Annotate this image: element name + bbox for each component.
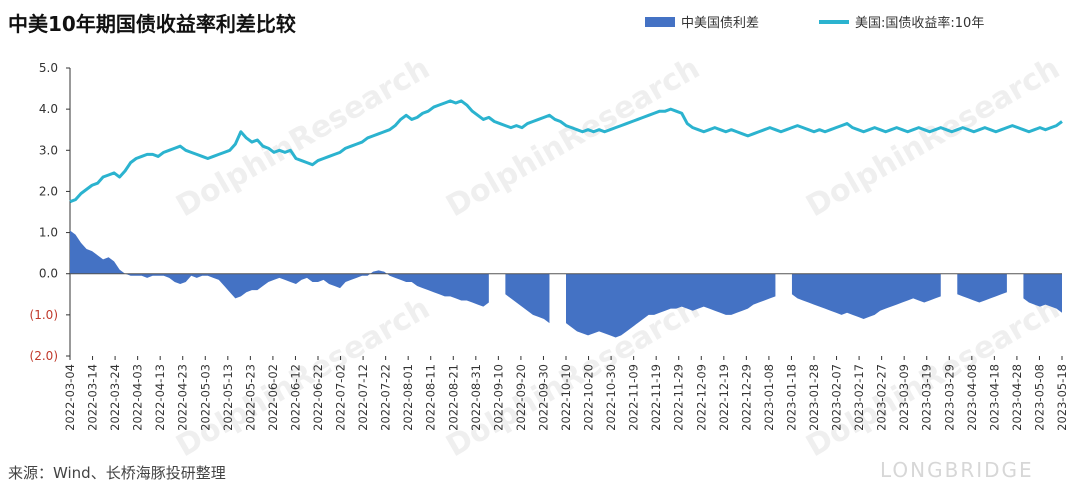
x-tick-label: 2023-03-19 xyxy=(920,364,934,431)
y-tick-label: 1.0 xyxy=(39,226,58,240)
x-tick-label: 2022-10-20 xyxy=(582,364,596,431)
y-tick-label: (1.0) xyxy=(30,308,58,322)
x-tick-label: 2023-01-08 xyxy=(762,364,776,431)
x-tick-label: 2022-07-22 xyxy=(379,364,393,431)
x-tick-label: 2023-04-28 xyxy=(1010,364,1024,431)
x-tick-label: 2022-05-23 xyxy=(243,364,257,431)
x-tick-label: 2022-06-02 xyxy=(266,364,280,431)
x-tick-label: 2022-09-20 xyxy=(514,364,528,431)
x-tick-label: 2022-08-21 xyxy=(446,364,460,431)
legend-label-spread: 中美国债利差 xyxy=(681,16,760,31)
legend-label-yield: 美国:国债收益率:10年 xyxy=(855,16,985,31)
x-tick-label: 2022-04-13 xyxy=(153,364,167,431)
spread-area xyxy=(957,273,1007,303)
x-tick-label: 2022-10-10 xyxy=(559,364,573,431)
x-tick-label: 2022-08-31 xyxy=(469,364,483,431)
x-tick-label: 2022-11-29 xyxy=(672,364,686,431)
x-tick-label: 2022-07-02 xyxy=(334,364,348,431)
x-tick-label: 2023-01-28 xyxy=(807,364,821,431)
x-tick-label: 2022-09-30 xyxy=(536,364,550,431)
x-tick-label: 2023-03-09 xyxy=(897,364,911,431)
x-tick-label: 2022-07-12 xyxy=(356,364,370,431)
source-note: 来源：Wind、长桥海豚投研整理 xyxy=(8,464,226,482)
x-tick-label: 2023-04-08 xyxy=(965,364,979,431)
yield-line xyxy=(69,99,1063,204)
x-tick-label: 2022-10-30 xyxy=(604,364,618,431)
x-tick-label: 2022-05-13 xyxy=(221,364,235,431)
x-tick-label: 2022-03-14 xyxy=(86,364,100,431)
chart-title: 中美10年期国债收益率利差比较 xyxy=(8,12,296,36)
spread-area xyxy=(505,273,550,324)
legend-swatch-spread xyxy=(645,16,675,27)
x-tick-label: 2022-04-03 xyxy=(131,364,145,431)
legend-item-spread: 中美国债利差 xyxy=(645,12,759,31)
brand-logo-text: LONGBRIDGE xyxy=(880,458,1034,482)
x-tick-label: 2022-11-09 xyxy=(627,364,641,431)
x-tick-label: 2023-02-07 xyxy=(830,364,844,431)
x-tick-label: 2023-02-17 xyxy=(852,364,866,431)
x-tick-label: 2022-12-19 xyxy=(717,364,731,431)
spread-area xyxy=(70,230,489,307)
spread-area xyxy=(566,273,776,338)
y-tick-label: 4.0 xyxy=(39,102,58,116)
legend: 中美国债利差 美国:国债收益率:10年 xyxy=(645,12,1044,31)
x-tick-label: 2022-09-10 xyxy=(491,364,505,431)
x-tick-label: 2022-08-11 xyxy=(424,364,438,431)
y-tick-label: (2.0) xyxy=(30,349,58,363)
x-tick-label: 2022-12-09 xyxy=(694,364,708,431)
y-tick-label: 0.0 xyxy=(39,267,58,281)
legend-item-yield: 美国:国债收益率:10年 xyxy=(819,12,984,31)
x-tick-label: 2022-03-24 xyxy=(108,364,122,431)
x-tick-label: 2023-05-18 xyxy=(1055,364,1069,431)
y-tick-label: 2.0 xyxy=(39,184,58,198)
spread-area xyxy=(791,273,941,319)
x-tick-label: 2022-08-01 xyxy=(401,364,415,431)
x-tick-label: 2023-03-29 xyxy=(942,364,956,431)
spread-area xyxy=(1023,273,1062,313)
x-tick-label: 2023-05-08 xyxy=(1032,364,1046,431)
x-tick-label: 2022-11-19 xyxy=(649,364,663,431)
y-tick-label: 3.0 xyxy=(39,143,58,157)
x-tick-label: 2022-06-12 xyxy=(288,364,302,431)
x-tick-label: 2023-04-18 xyxy=(987,364,1001,431)
x-tick-label: 2022-05-03 xyxy=(198,364,212,431)
y-tick-label: 5.0 xyxy=(39,61,58,75)
legend-swatch-yield xyxy=(819,19,850,24)
x-tick-label: 2022-03-04 xyxy=(63,364,77,431)
x-tick-label: 2022-04-23 xyxy=(176,364,190,431)
x-tick-label: 2023-02-27 xyxy=(875,364,889,431)
x-tick-label: 2022-12-29 xyxy=(739,364,753,431)
x-tick-label: 2022-06-22 xyxy=(311,364,325,431)
x-tick-label: 2023-01-18 xyxy=(784,364,798,431)
